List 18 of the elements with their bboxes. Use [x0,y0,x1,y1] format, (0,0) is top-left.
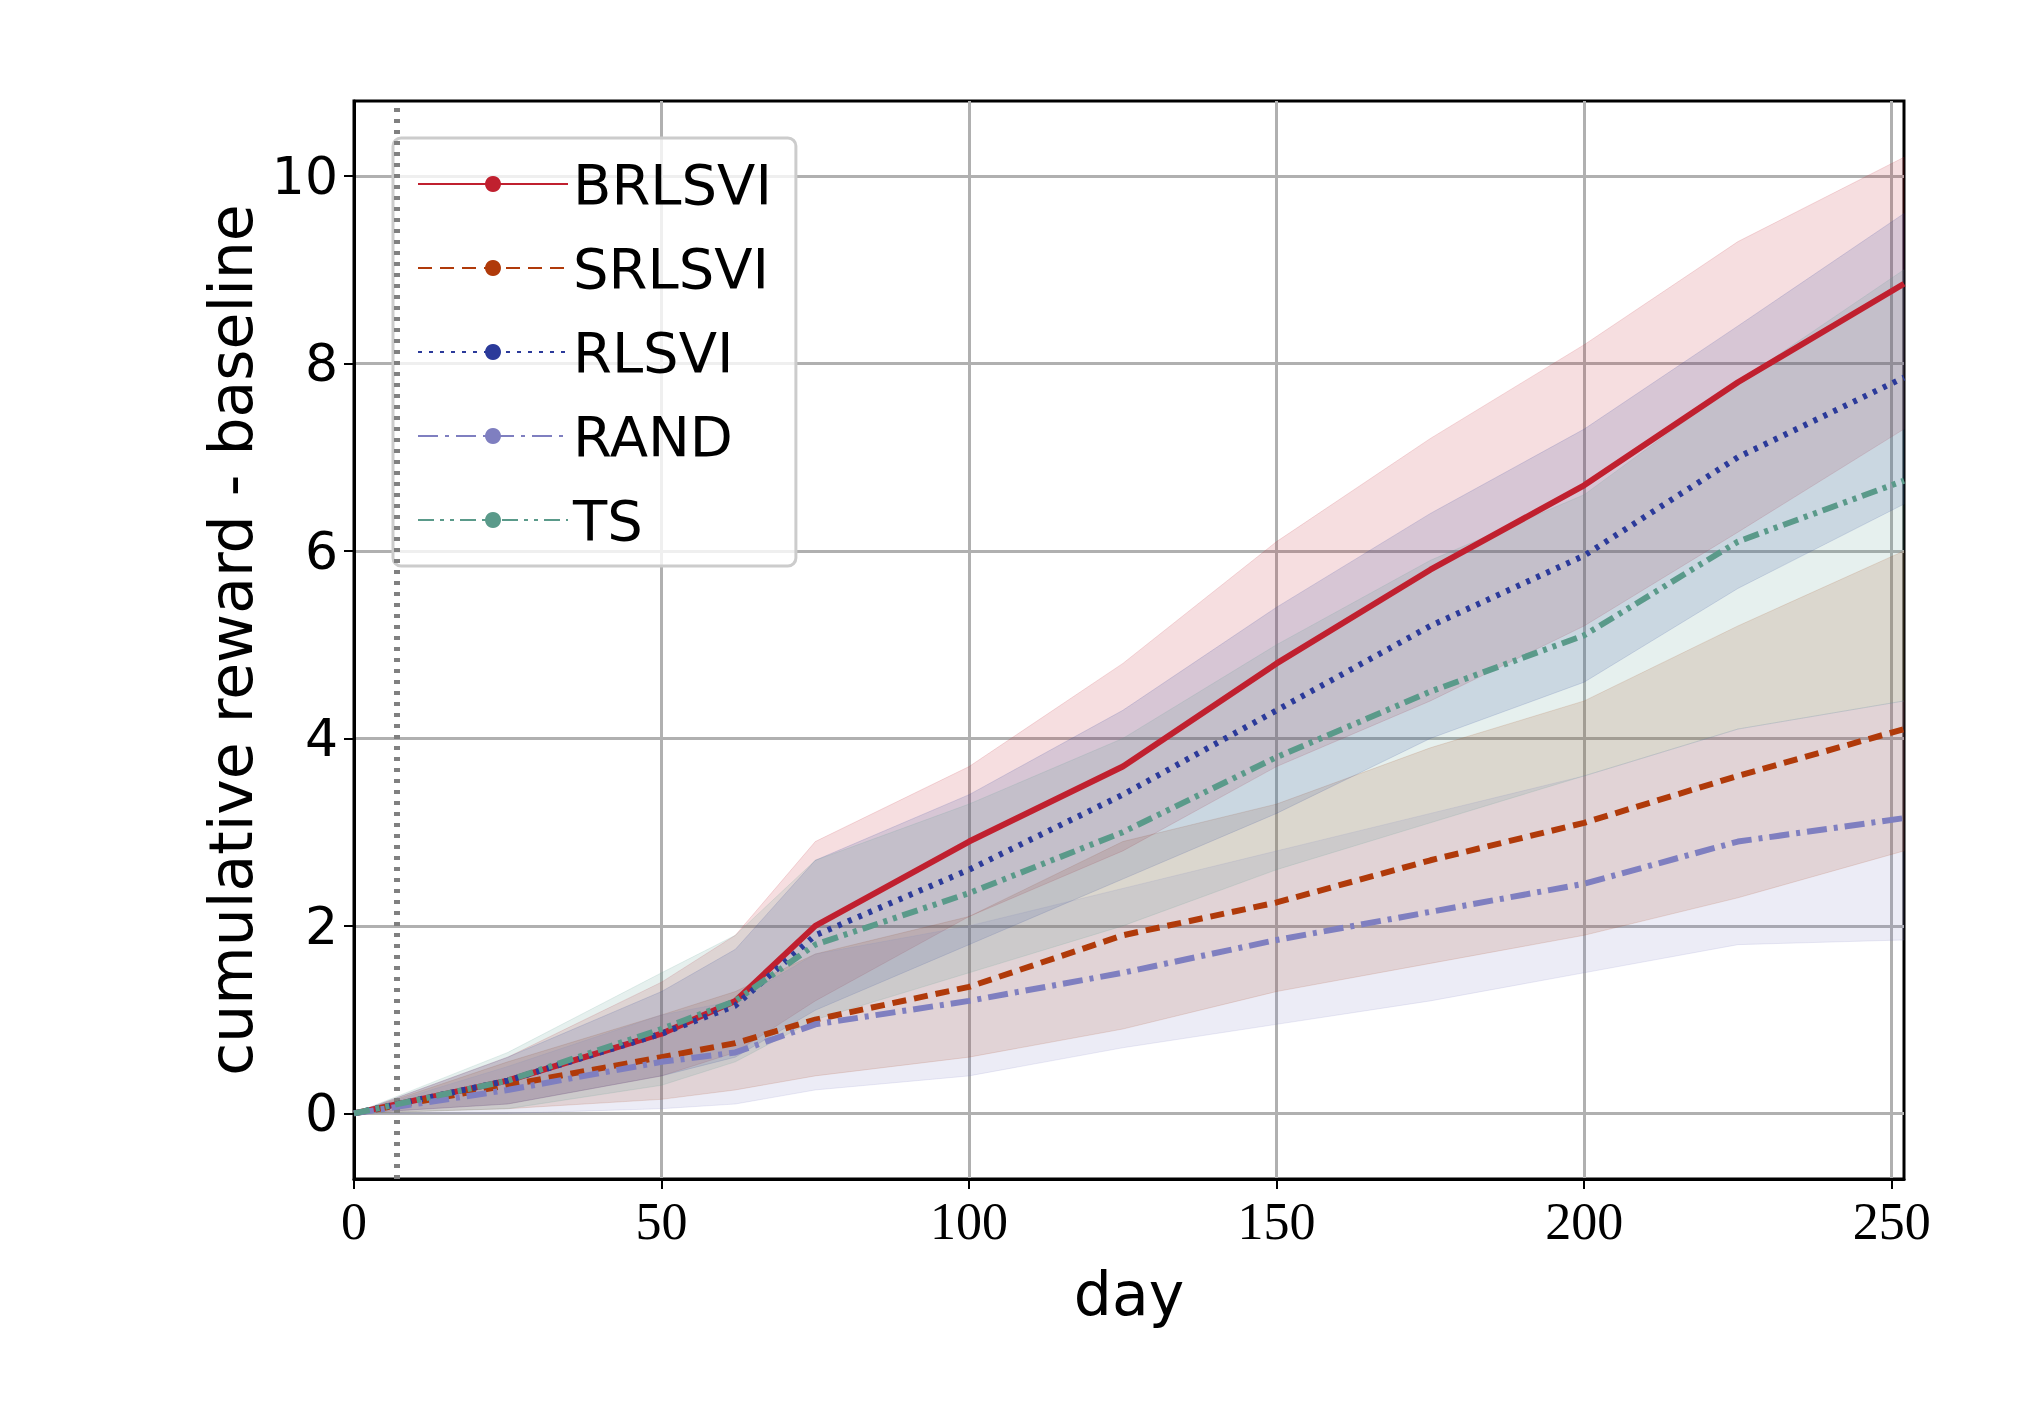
x-tick-label: 100 [930,1192,1009,1250]
y-tick-label: 8 [304,333,338,394]
x-tick-label: 150 [1237,1192,1316,1250]
legend-label: BRLSVI [573,151,772,217]
legend-label: SRLSVI [573,235,770,301]
y-tick-label: 2 [304,895,338,956]
legend-label: TS [572,487,643,553]
y-tick-label: 0 [304,1083,338,1144]
y-tick-label: 6 [304,520,338,581]
x-tick-label: 50 [635,1192,688,1250]
legend-label: RAND [573,403,733,469]
legend-label: RLSVI [573,319,734,385]
y-tick-label: 4 [304,708,338,769]
y-axis-title: cumulative reward - baseline [195,204,266,1076]
x-tick-label: 250 [1852,1192,1931,1250]
x-axis-title: day [1073,1259,1185,1329]
y-tick-label: 10 [271,145,338,206]
x-tick-label: 200 [1545,1192,1624,1250]
